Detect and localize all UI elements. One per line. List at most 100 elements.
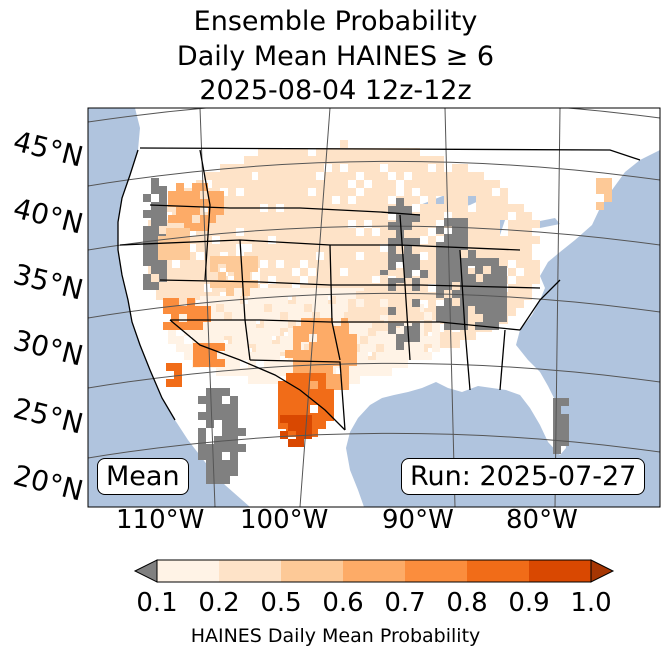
grid-cell xyxy=(260,188,268,196)
grid-cell xyxy=(276,252,284,260)
grid-cell xyxy=(424,312,432,320)
grid-cell xyxy=(317,342,325,350)
grid-cell xyxy=(236,196,244,204)
grid-cell xyxy=(240,368,248,376)
grid-cell xyxy=(368,344,376,352)
grid-cell xyxy=(420,220,428,228)
grid-cell xyxy=(212,228,220,236)
colorbar-label: HAINES Daily Mean Probability xyxy=(190,625,481,647)
grid-cell xyxy=(432,344,440,352)
grid-cell xyxy=(224,304,232,312)
grid-cell xyxy=(349,334,357,342)
grid-cell xyxy=(222,468,230,476)
grid-cell xyxy=(156,228,164,236)
grid-cell xyxy=(388,268,396,276)
grid-cell xyxy=(404,276,412,284)
grid-cell xyxy=(192,199,200,207)
grid-cell xyxy=(412,326,420,334)
grid-cell xyxy=(206,444,214,452)
grid-cell xyxy=(404,291,412,299)
grid-cell xyxy=(300,252,308,260)
grid-cell xyxy=(468,268,476,276)
grid-cell xyxy=(468,250,476,258)
grid-cell xyxy=(143,194,151,202)
grid-cell xyxy=(300,156,308,164)
grid-cell xyxy=(151,218,159,226)
grid-cell xyxy=(206,396,214,404)
grid-cell xyxy=(224,360,232,368)
grid-cell xyxy=(164,204,172,212)
grid-cell xyxy=(248,304,256,312)
grid-cell xyxy=(256,304,264,312)
grid-cell xyxy=(260,180,268,188)
grid-cell xyxy=(468,228,476,236)
grid-cell xyxy=(234,280,242,288)
grid-cell xyxy=(491,306,499,314)
grid-cell xyxy=(268,228,276,236)
grid-cell xyxy=(420,244,428,252)
grid-cell xyxy=(492,252,500,260)
grid-cell xyxy=(242,272,250,280)
grid-cell xyxy=(384,368,392,376)
grid-cell xyxy=(216,352,224,360)
grid-cell xyxy=(164,284,172,292)
grid-cell xyxy=(428,236,436,244)
grid-cell xyxy=(476,228,484,236)
grid-cell xyxy=(230,420,238,428)
grid-cell xyxy=(222,460,230,468)
grid-cell xyxy=(499,298,507,306)
grid-cell xyxy=(268,220,276,228)
grid-cell xyxy=(404,180,412,188)
grid-cell xyxy=(214,404,222,412)
grid-cell xyxy=(256,328,264,336)
grid-cell xyxy=(408,352,416,360)
grid-cell xyxy=(468,324,476,332)
grid-cell xyxy=(340,220,348,228)
grid-cell xyxy=(452,300,460,308)
grid-cell xyxy=(332,268,340,276)
grid-cell xyxy=(252,228,260,236)
grid-cell xyxy=(174,244,182,252)
grid-cell xyxy=(166,228,174,236)
grid-cell xyxy=(436,250,444,258)
grid-cell xyxy=(500,188,508,196)
run-date-label: Run: 2025-07-27 xyxy=(401,458,646,495)
grid-cell xyxy=(276,188,284,196)
grid-cell xyxy=(248,320,256,328)
grid-cell xyxy=(372,164,380,172)
grid-cell xyxy=(388,254,396,262)
grid-cell xyxy=(232,328,240,336)
grid-cell xyxy=(174,363,182,371)
grid-cell xyxy=(508,300,516,308)
grid-cell xyxy=(252,188,260,196)
grid-cell xyxy=(196,284,204,292)
grid-cell xyxy=(260,276,268,284)
grid-cell xyxy=(553,446,561,454)
grid-cell xyxy=(248,352,256,360)
grid-cell xyxy=(210,280,218,288)
grid-cell xyxy=(308,236,316,244)
grid-cell xyxy=(372,244,380,252)
grid-cell xyxy=(296,288,304,296)
grid-cell xyxy=(332,244,340,252)
grid-cell xyxy=(196,228,204,236)
grid-cell xyxy=(341,350,349,358)
lon-label-110w: 110°W xyxy=(116,505,205,535)
grid-cell xyxy=(172,292,180,300)
grid-cell xyxy=(452,274,460,282)
grid-cell xyxy=(500,212,508,220)
grid-cell xyxy=(228,172,236,180)
grid-cell xyxy=(356,180,364,188)
grid-cell xyxy=(332,252,340,260)
grid-cell xyxy=(244,164,252,172)
grid-cell xyxy=(404,156,412,164)
grid-cell xyxy=(310,389,318,397)
grid-cell xyxy=(316,228,324,236)
grid-cell xyxy=(372,148,380,156)
grid-cell xyxy=(272,320,280,328)
grid-cell xyxy=(372,291,380,299)
grid-cell xyxy=(174,379,182,387)
grid-cell xyxy=(326,389,334,397)
grid-cell xyxy=(284,244,292,252)
grid-cell xyxy=(180,284,188,292)
